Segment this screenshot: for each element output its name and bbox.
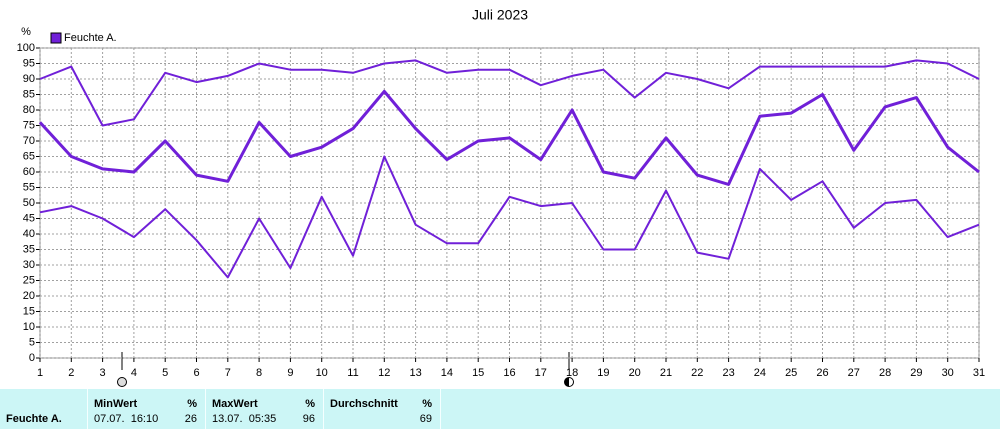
x-tick-label: 14 [441,367,453,379]
legend-label: Feuchte A. [64,32,117,44]
x-tick-label: 12 [378,367,390,379]
x-tick-label: 20 [629,367,641,379]
x-tick-label: 1 [37,367,43,379]
stat-header: MinWert [94,398,138,410]
y-tick-label: 10 [23,321,35,333]
x-tick-label: 29 [910,367,922,379]
y-tick-label: 65 [23,150,35,162]
x-tick-label: 5 [162,367,168,379]
x-tick-label: 27 [848,367,860,379]
stat-header: Durchschnitt [330,398,398,410]
y-unit: % [21,26,31,38]
y-tick-label: 70 [23,135,35,147]
series-line [39,155,980,279]
y-tick-label: 25 [23,274,35,286]
stat-value: 26 [184,413,197,425]
series-line [39,59,980,127]
x-tick-label: 15 [472,367,484,379]
plot-layer: 0510152025303540455055606570758085909510… [17,42,985,379]
y-tick-label: 80 [23,104,35,116]
x-tick-label: 21 [660,367,672,379]
x-tick-label: 28 [879,367,891,379]
stat-unit: % [305,398,315,410]
y-tick-label: 30 [23,259,35,271]
x-tick-label: 30 [942,367,954,379]
row-label: Feuchte A. [6,413,62,425]
y-tick-label: 40 [23,228,35,240]
y-tick-label: 45 [23,212,35,224]
x-tick-label: 26 [816,367,828,379]
stats-table: Feuchte A. MinWert % 07.07. 16:10 26 Max… [0,389,1000,429]
y-tick-label: 35 [23,243,35,255]
x-tick-label: 2 [68,367,74,379]
x-tick-label: 23 [722,367,734,379]
stat-cell: Durchschnitt % 69 [324,389,441,429]
stat-unit: % [422,398,432,410]
x-tick-label: 24 [754,367,766,379]
x-tick-label: 8 [256,367,262,379]
chart-title: Juli 2023 [472,7,528,23]
x-tick-label: 17 [535,367,547,379]
y-tick-label: 75 [23,119,35,131]
x-tick-label: 9 [287,367,293,379]
x-tick-label: 22 [691,367,703,379]
y-tick-label: 50 [23,197,35,209]
y-tick-label: 95 [23,57,35,69]
y-tick-label: 100 [17,42,35,54]
stat-unit: % [187,398,197,410]
x-tick-label: 6 [193,367,199,379]
x-tick-label: 7 [225,367,231,379]
y-tick-label: 20 [23,290,35,302]
y-tick-label: 0 [29,352,35,364]
y-tick-label: 15 [23,305,35,317]
stat-cell: MinWert % 07.07. 16:10 26 [88,389,206,429]
x-tick-label: 13 [409,367,421,379]
stat-header: MaxWert [212,398,258,410]
stat-value: 96 [302,413,315,425]
y-tick-label: 85 [23,88,35,100]
x-tick-label: 18 [566,367,578,379]
x-tick-label: 16 [503,367,515,379]
series-line [38,89,980,186]
stat-value: 69 [419,413,432,425]
x-tick-label: 3 [100,367,106,379]
new-moon-icon [117,377,127,387]
y-tick-label: 5 [29,336,35,348]
legend-swatch [50,32,62,44]
y-tick-label: 60 [23,166,35,178]
stat-time: 13.07. 05:35 [212,413,277,425]
full-moon-shade [564,377,569,387]
chart: Juli 2023 % Feuchte A. 05101520253035404… [17,7,985,387]
x-tick-label: 25 [785,367,797,379]
stat-time: 07.07. 16:10 [94,413,159,425]
y-tick-label: 55 [23,181,35,193]
x-tick-label: 10 [316,367,328,379]
y-tick-label: 90 [23,73,35,85]
x-tick-label: 19 [597,367,609,379]
row-label-cell: Feuchte A. [0,389,88,429]
x-tick-label: 11 [347,367,358,379]
stat-cell: MaxWert % 13.07. 05:35 96 [206,389,324,429]
x-tick-label: 31 [973,367,985,379]
x-tick-label: 4 [131,367,137,379]
